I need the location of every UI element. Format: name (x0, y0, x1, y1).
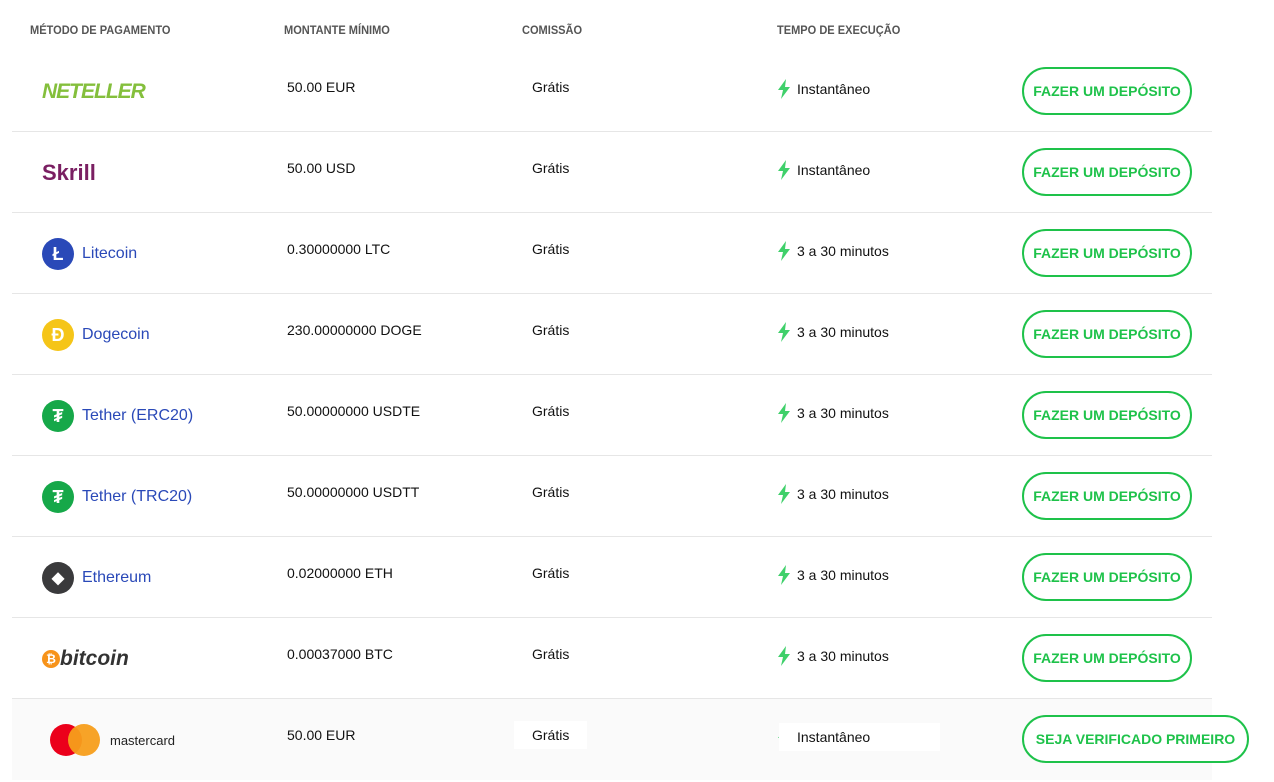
table-row: Ł Litecoin 0.30000000 LTC Grátis 3 a 30 m… (12, 213, 1212, 294)
execution-time: Instantâneo (777, 79, 870, 99)
minimum-amount: 50.00 EUR (287, 727, 356, 743)
method-name: Dogecoin (82, 326, 150, 343)
table-row: Skrill 50.00 USD Grátis Instantâneo FAZE… (12, 132, 1212, 213)
deposit-button[interactable]: FAZER UM DEPÓSITO (1022, 148, 1192, 196)
lightning-icon (778, 160, 790, 180)
lightning-icon (778, 646, 790, 666)
litecoin-icon: Ł (42, 238, 74, 270)
bitcoin-icon: ₿ (42, 650, 60, 668)
ethereum-icon: ◆ (42, 562, 74, 594)
execution-time: 3 a 30 minutos (777, 403, 889, 423)
commission: Grátis (532, 241, 570, 257)
tether-icon: ₮ (42, 400, 74, 432)
execution-time: 3 a 30 minutos (777, 565, 889, 585)
verify-first-button[interactable]: SEJA VERIFICADO PRIMEIRO (1022, 715, 1249, 763)
payment-method: ₮ Tether (TRC20) (42, 480, 192, 514)
deposit-button[interactable]: FAZER UM DEPÓSITO (1022, 553, 1192, 601)
lightning-icon (778, 79, 790, 99)
payment-method: ₿ bitcoin (42, 642, 129, 676)
table-row: ₮ Tether (TRC20) 50.00000000 USDTT Grátis… (12, 456, 1212, 537)
minimum-amount: 0.02000000 ETH (287, 565, 393, 581)
minimum-amount: 0.00037000 BTC (287, 646, 393, 662)
lightning-icon (778, 565, 790, 585)
deposit-button[interactable]: FAZER UM DEPÓSITO (1022, 472, 1192, 520)
commission: Grátis (532, 484, 570, 500)
commission: Grátis (532, 646, 570, 662)
table-row: NETELLER 50.00 EUR Grátis Instantâneo FA… (12, 51, 1212, 132)
payment-method: Skrill (42, 156, 96, 190)
execution-time: 3 a 30 minutos (777, 241, 889, 261)
payment-method: mastercard (42, 723, 175, 757)
method-name: Tether (TRC20) (82, 488, 193, 505)
deposit-button[interactable]: FAZER UM DEPÓSITO (1022, 229, 1192, 277)
execution-time: 3 a 30 minutos (777, 646, 889, 666)
payment-method: ◆ Ethereum (42, 561, 151, 595)
header-amount: MONTANTE MÍNIMO (284, 23, 390, 37)
commission: Grátis (532, 160, 570, 176)
execution-time: 3 a 30 minutos (777, 322, 889, 342)
skrill-logo: Skrill (42, 160, 96, 185)
bitcoin-logo: ₿ bitcoin (42, 647, 129, 671)
payment-method: NETELLER (42, 75, 146, 109)
lightning-icon (778, 484, 790, 504)
payment-method: Ð Dogecoin (42, 318, 150, 352)
minimum-amount: 0.30000000 LTC (287, 241, 391, 257)
minimum-amount: 50.00000000 USDTE (287, 403, 421, 419)
execution-time: Instantâneo (777, 723, 941, 751)
commission: Grátis (514, 721, 588, 749)
minimum-amount: 50.00 USD (287, 160, 356, 176)
execution-time: 3 a 30 minutos (777, 484, 889, 504)
deposit-button[interactable]: FAZER UM DEPÓSITO (1022, 67, 1192, 115)
lightning-icon (778, 241, 790, 261)
tether-icon: ₮ (42, 481, 74, 513)
commission: Grátis (532, 79, 570, 95)
commission: Grátis (532, 565, 570, 581)
execution-time: Instantâneo (777, 160, 870, 180)
mastercard-logo: mastercard (50, 724, 175, 756)
deposit-button[interactable]: FAZER UM DEPÓSITO (1022, 310, 1192, 358)
table-row: Ð Dogecoin 230.00000000 DOGE Grátis 3 a 3… (12, 294, 1212, 375)
method-name: Ethereum (82, 569, 152, 586)
minimum-amount: 230.00000000 DOGE (287, 322, 422, 338)
commission: Grátis (532, 403, 570, 419)
minimum-amount: 50.00000000 USDTT (287, 484, 420, 500)
payment-method: Ł Litecoin (42, 237, 137, 271)
method-name: Litecoin (82, 245, 138, 262)
minimum-amount: 50.00 EUR (287, 79, 356, 95)
header-time: TEMPO DE EXECUÇÃO (777, 23, 901, 37)
lightning-icon (778, 403, 790, 423)
dogecoin-icon: Ð (42, 319, 74, 351)
deposit-button[interactable]: FAZER UM DEPÓSITO (1022, 634, 1192, 682)
deposit-button[interactable]: FAZER UM DEPÓSITO (1022, 391, 1192, 439)
table-row: ₮ Tether (ERC20) 50.00000000 USDTE Grátis… (12, 375, 1212, 456)
table-row: ◆ Ethereum 0.02000000 ETH Grátis 3 a 30 m… (12, 537, 1212, 618)
header-method: MÉTODO DE PAGAMENTO (30, 23, 171, 37)
lightning-icon (778, 322, 790, 342)
method-name: Tether (ERC20) (82, 407, 194, 424)
table-row: mastercard 50.00 EUR Grátis Instantâneo … (12, 699, 1249, 780)
neteller-logo: NETELLER (42, 80, 146, 103)
commission: Grátis (532, 322, 570, 338)
header-commission: COMISSÃO (522, 23, 583, 37)
table-row: ₿ bitcoin 0.00037000 BTC Grátis 3 a 30 mi… (12, 618, 1212, 699)
payment-method: ₮ Tether (ERC20) (42, 399, 193, 433)
